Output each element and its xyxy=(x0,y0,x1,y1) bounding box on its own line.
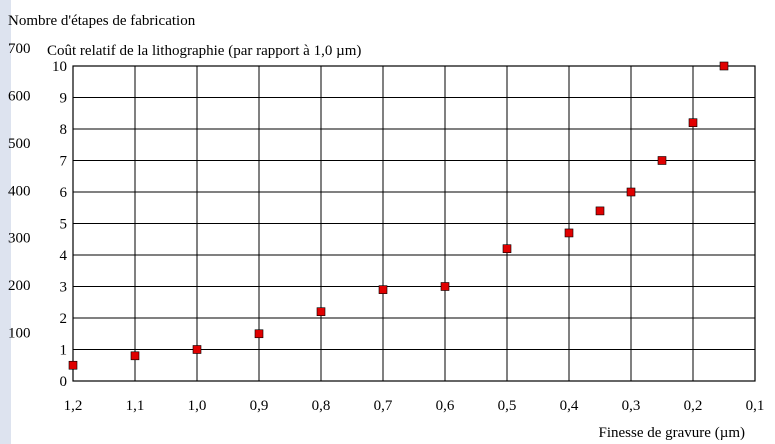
x-axis-tick-label: 1,0 xyxy=(188,398,207,414)
x-axis-tick-label: 0,5 xyxy=(498,398,517,414)
data-point xyxy=(657,156,667,165)
data-point xyxy=(564,228,574,238)
right-axis-tick-label: 8 xyxy=(60,122,68,138)
x-axis-tick-label: 0,3 xyxy=(622,398,641,414)
x-axis-tick-label: 0,8 xyxy=(312,398,331,414)
x-axis-tick-label: 1,1 xyxy=(126,398,145,414)
data-point xyxy=(130,351,140,361)
plot-border xyxy=(72,65,756,382)
left-axis-tick-label: 300 xyxy=(8,231,31,247)
data-point xyxy=(68,360,78,370)
left-axis-tick-label: 100 xyxy=(8,326,31,342)
right-axis-tick-label: 9 xyxy=(60,91,68,107)
data-point xyxy=(595,206,605,216)
data-point xyxy=(719,61,729,71)
right-axis-tick-label: 6 xyxy=(60,185,68,201)
right-axis-tick-label: 3 xyxy=(60,280,68,296)
right-axis-tick-label: 10 xyxy=(52,59,67,75)
left-axis-tick-label: 400 xyxy=(8,183,31,199)
left-edge-strip xyxy=(0,0,11,444)
x-axis-ticks: 1,2 1,1 1,0 0,9 0,8 0,7 0,6 0,5 0,4 0,3 0,2 0,1 xyxy=(64,398,765,414)
right-axis-ticks: 1 2 3 4 5 6 7 8 9 10 0 xyxy=(52,59,68,390)
data-point xyxy=(254,329,264,339)
left-axis-tick-label: 500 xyxy=(8,136,31,152)
data-point xyxy=(316,307,326,317)
x-axis-tick-label: 0,6 xyxy=(436,398,455,414)
x-axis-tick-label: 0,9 xyxy=(250,398,269,414)
data-point xyxy=(502,244,512,253)
x-axis-tick-label: 1,2 xyxy=(64,398,83,414)
data-points xyxy=(68,61,729,370)
x-axis-tick-label: 0,7 xyxy=(374,398,393,414)
data-point xyxy=(626,187,636,197)
left-axis-title: Nombre d'étapes de fabrication xyxy=(8,13,196,29)
x-axis-title: Finesse de gravure (µm) xyxy=(598,425,745,441)
chart-title: Coût relatif de la lithographie (par rap… xyxy=(47,43,361,59)
right-axis-tick-label: 0 xyxy=(60,374,68,390)
data-point xyxy=(688,118,698,127)
left-axis-tick-label: 600 xyxy=(8,88,31,104)
right-axis-tick-label: 5 xyxy=(60,217,68,233)
data-point xyxy=(378,285,388,294)
grid xyxy=(72,65,756,382)
x-axis-tick-label: 0,1 xyxy=(746,398,765,414)
x-axis-tick-label: 0,2 xyxy=(684,398,703,414)
left-axis-ticks: 100 200 300 400 500 600 700 xyxy=(8,41,31,342)
right-axis-tick-label: 1 xyxy=(60,343,68,359)
data-point xyxy=(192,345,202,354)
right-axis-tick-label: 4 xyxy=(60,248,68,264)
left-axis-tick-label: 200 xyxy=(8,278,31,294)
right-axis-tick-label: 7 xyxy=(60,154,68,170)
plot-frame xyxy=(72,65,756,382)
data-point xyxy=(440,282,450,291)
chart-background xyxy=(11,0,775,444)
x-axis-tick-label: 0,4 xyxy=(560,398,579,414)
left-axis-tick-label: 700 xyxy=(8,41,31,57)
right-axis-tick-label: 2 xyxy=(60,311,68,327)
